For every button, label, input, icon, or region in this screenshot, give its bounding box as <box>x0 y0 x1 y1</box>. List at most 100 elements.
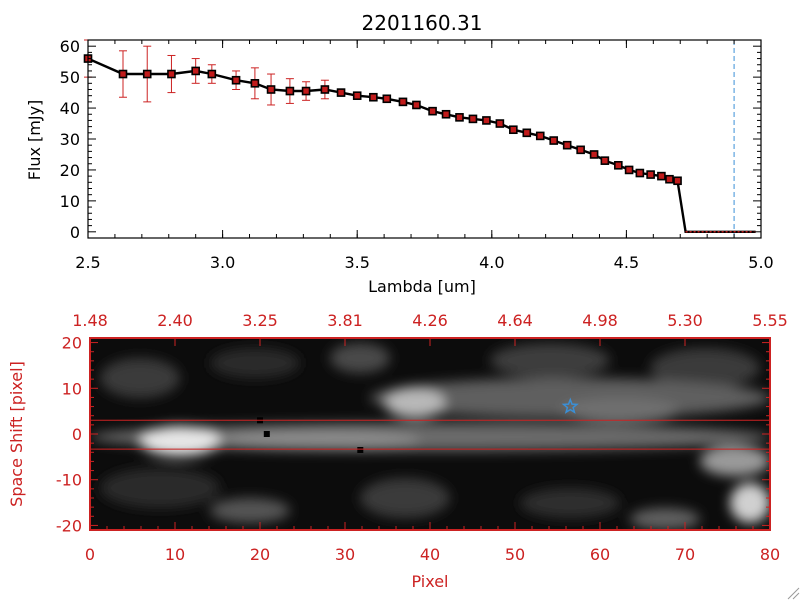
y-tick-label: 10 <box>62 379 82 398</box>
y-tick-label: 20 <box>62 334 82 353</box>
y-tick-label: 30 <box>60 130 80 149</box>
top-tick-label: 4.64 <box>497 311 533 330</box>
image-blob <box>210 498 290 523</box>
data-point <box>455 113 464 122</box>
y-tick-label: 10 <box>60 192 80 211</box>
data-point <box>398 97 408 107</box>
x-tick-label: 20 <box>250 545 270 564</box>
data-point <box>320 85 330 94</box>
y-axis-label: Flux [mJy] <box>25 100 44 181</box>
data-point <box>191 66 200 76</box>
image-blob <box>560 398 680 423</box>
x-tick-label: 3.0 <box>210 253 235 272</box>
x-tick-label: 30 <box>335 545 355 564</box>
y-tick-label: 40 <box>60 99 80 118</box>
top-tick-label: 2.40 <box>157 311 193 330</box>
x-tick-label: 10 <box>165 545 185 564</box>
data-point <box>562 140 572 150</box>
data-point <box>142 69 152 79</box>
dark-pixel <box>263 431 270 437</box>
data-point <box>167 69 176 79</box>
top-tick-label: 1.48 <box>72 311 108 330</box>
data-point <box>266 85 276 94</box>
image-blob <box>100 358 180 398</box>
data-point <box>624 165 634 175</box>
image-blob <box>360 478 450 518</box>
chart-title: 2201160.31 <box>362 11 483 35</box>
x-tick-label: 2.5 <box>75 253 100 272</box>
data-point <box>369 92 378 102</box>
data-point <box>646 170 655 179</box>
image-ticks: 0 10 20 30 40 50 60 70 80 1.48 2.40 3.25 3.81 4.26 4.6… <box>56 311 788 564</box>
y-tick-label: -10 <box>56 471 82 490</box>
data-point <box>589 150 599 159</box>
x-tick-label: 70 <box>675 545 695 564</box>
top-tick-label: 5.30 <box>667 311 703 330</box>
top-tick-label: 3.81 <box>327 311 363 330</box>
data-point <box>468 114 478 124</box>
x-tick-label: 50 <box>505 545 525 564</box>
dark-pixel <box>357 447 364 453</box>
y-tick-label: 20 <box>60 161 80 180</box>
resize-grip-icon[interactable] <box>787 587 800 600</box>
image-blob <box>140 426 220 456</box>
data-point <box>301 86 311 96</box>
x-tick-label: 3.5 <box>344 253 369 272</box>
data-point <box>412 100 421 110</box>
y-tick-label: -20 <box>56 516 82 535</box>
data-point <box>428 106 437 116</box>
image-x-axis-label: Pixel <box>411 572 448 591</box>
data-point <box>600 156 610 165</box>
data-point <box>336 88 346 97</box>
image-y-axis-label: Space Shift [pixel] <box>7 361 26 507</box>
data-point <box>673 176 682 186</box>
data-point <box>482 116 491 125</box>
top-tick-label: 4.26 <box>412 311 448 330</box>
data-point <box>441 109 451 119</box>
image-blob <box>730 483 770 523</box>
image-blob <box>385 388 445 418</box>
data-point <box>665 174 674 184</box>
x-tick-label: 0 <box>85 545 95 564</box>
spectrum-plot: 2201160.31 2.5 3.0 3.5 4.0 4.5 5.0 0 10 20 30 40 50… <box>25 11 774 296</box>
x-tick-label: 4.0 <box>479 253 504 272</box>
image-blob <box>100 468 220 508</box>
data-point <box>576 145 585 155</box>
image-blob <box>220 430 420 450</box>
spatial-image <box>90 338 770 530</box>
image-blob <box>330 343 390 373</box>
data-point <box>635 168 645 178</box>
x-axis-label: Lambda [um] <box>368 277 476 296</box>
x-tick-label: 60 <box>590 545 610 564</box>
spectrum-ticks: 2.5 3.0 3.5 4.0 4.5 5.0 0 10 20 30 40 50 60 <box>60 37 774 272</box>
x-tick-label: 80 <box>760 545 780 564</box>
x-tick-label: 4.5 <box>614 253 639 272</box>
image-blob <box>210 348 300 378</box>
series-line <box>87 57 756 234</box>
data-point <box>352 91 362 100</box>
y-tick-label: 0 <box>70 223 80 242</box>
x-tick-label: 5.0 <box>748 253 773 272</box>
data-point <box>207 69 217 79</box>
spectrum-axes-frame <box>87 39 762 239</box>
data-point <box>382 94 392 104</box>
top-tick-label: 3.25 <box>242 311 278 330</box>
image-blob <box>650 348 760 388</box>
data-point <box>522 128 532 138</box>
data-point <box>614 160 623 170</box>
star-marker-icon <box>561 397 579 414</box>
y-tick-label: 50 <box>60 68 80 87</box>
data-point <box>118 69 128 79</box>
spectrum-data <box>83 39 756 238</box>
x-tick-label: 40 <box>420 545 440 564</box>
data-point <box>657 171 666 181</box>
image-blob <box>490 343 610 378</box>
image-blob <box>520 488 620 518</box>
data-point <box>535 131 545 141</box>
top-tick-label: 5.55 <box>752 311 788 330</box>
data-point <box>231 75 241 85</box>
data-point <box>495 119 505 128</box>
image-blobs <box>90 343 770 530</box>
image-blob <box>630 508 700 530</box>
